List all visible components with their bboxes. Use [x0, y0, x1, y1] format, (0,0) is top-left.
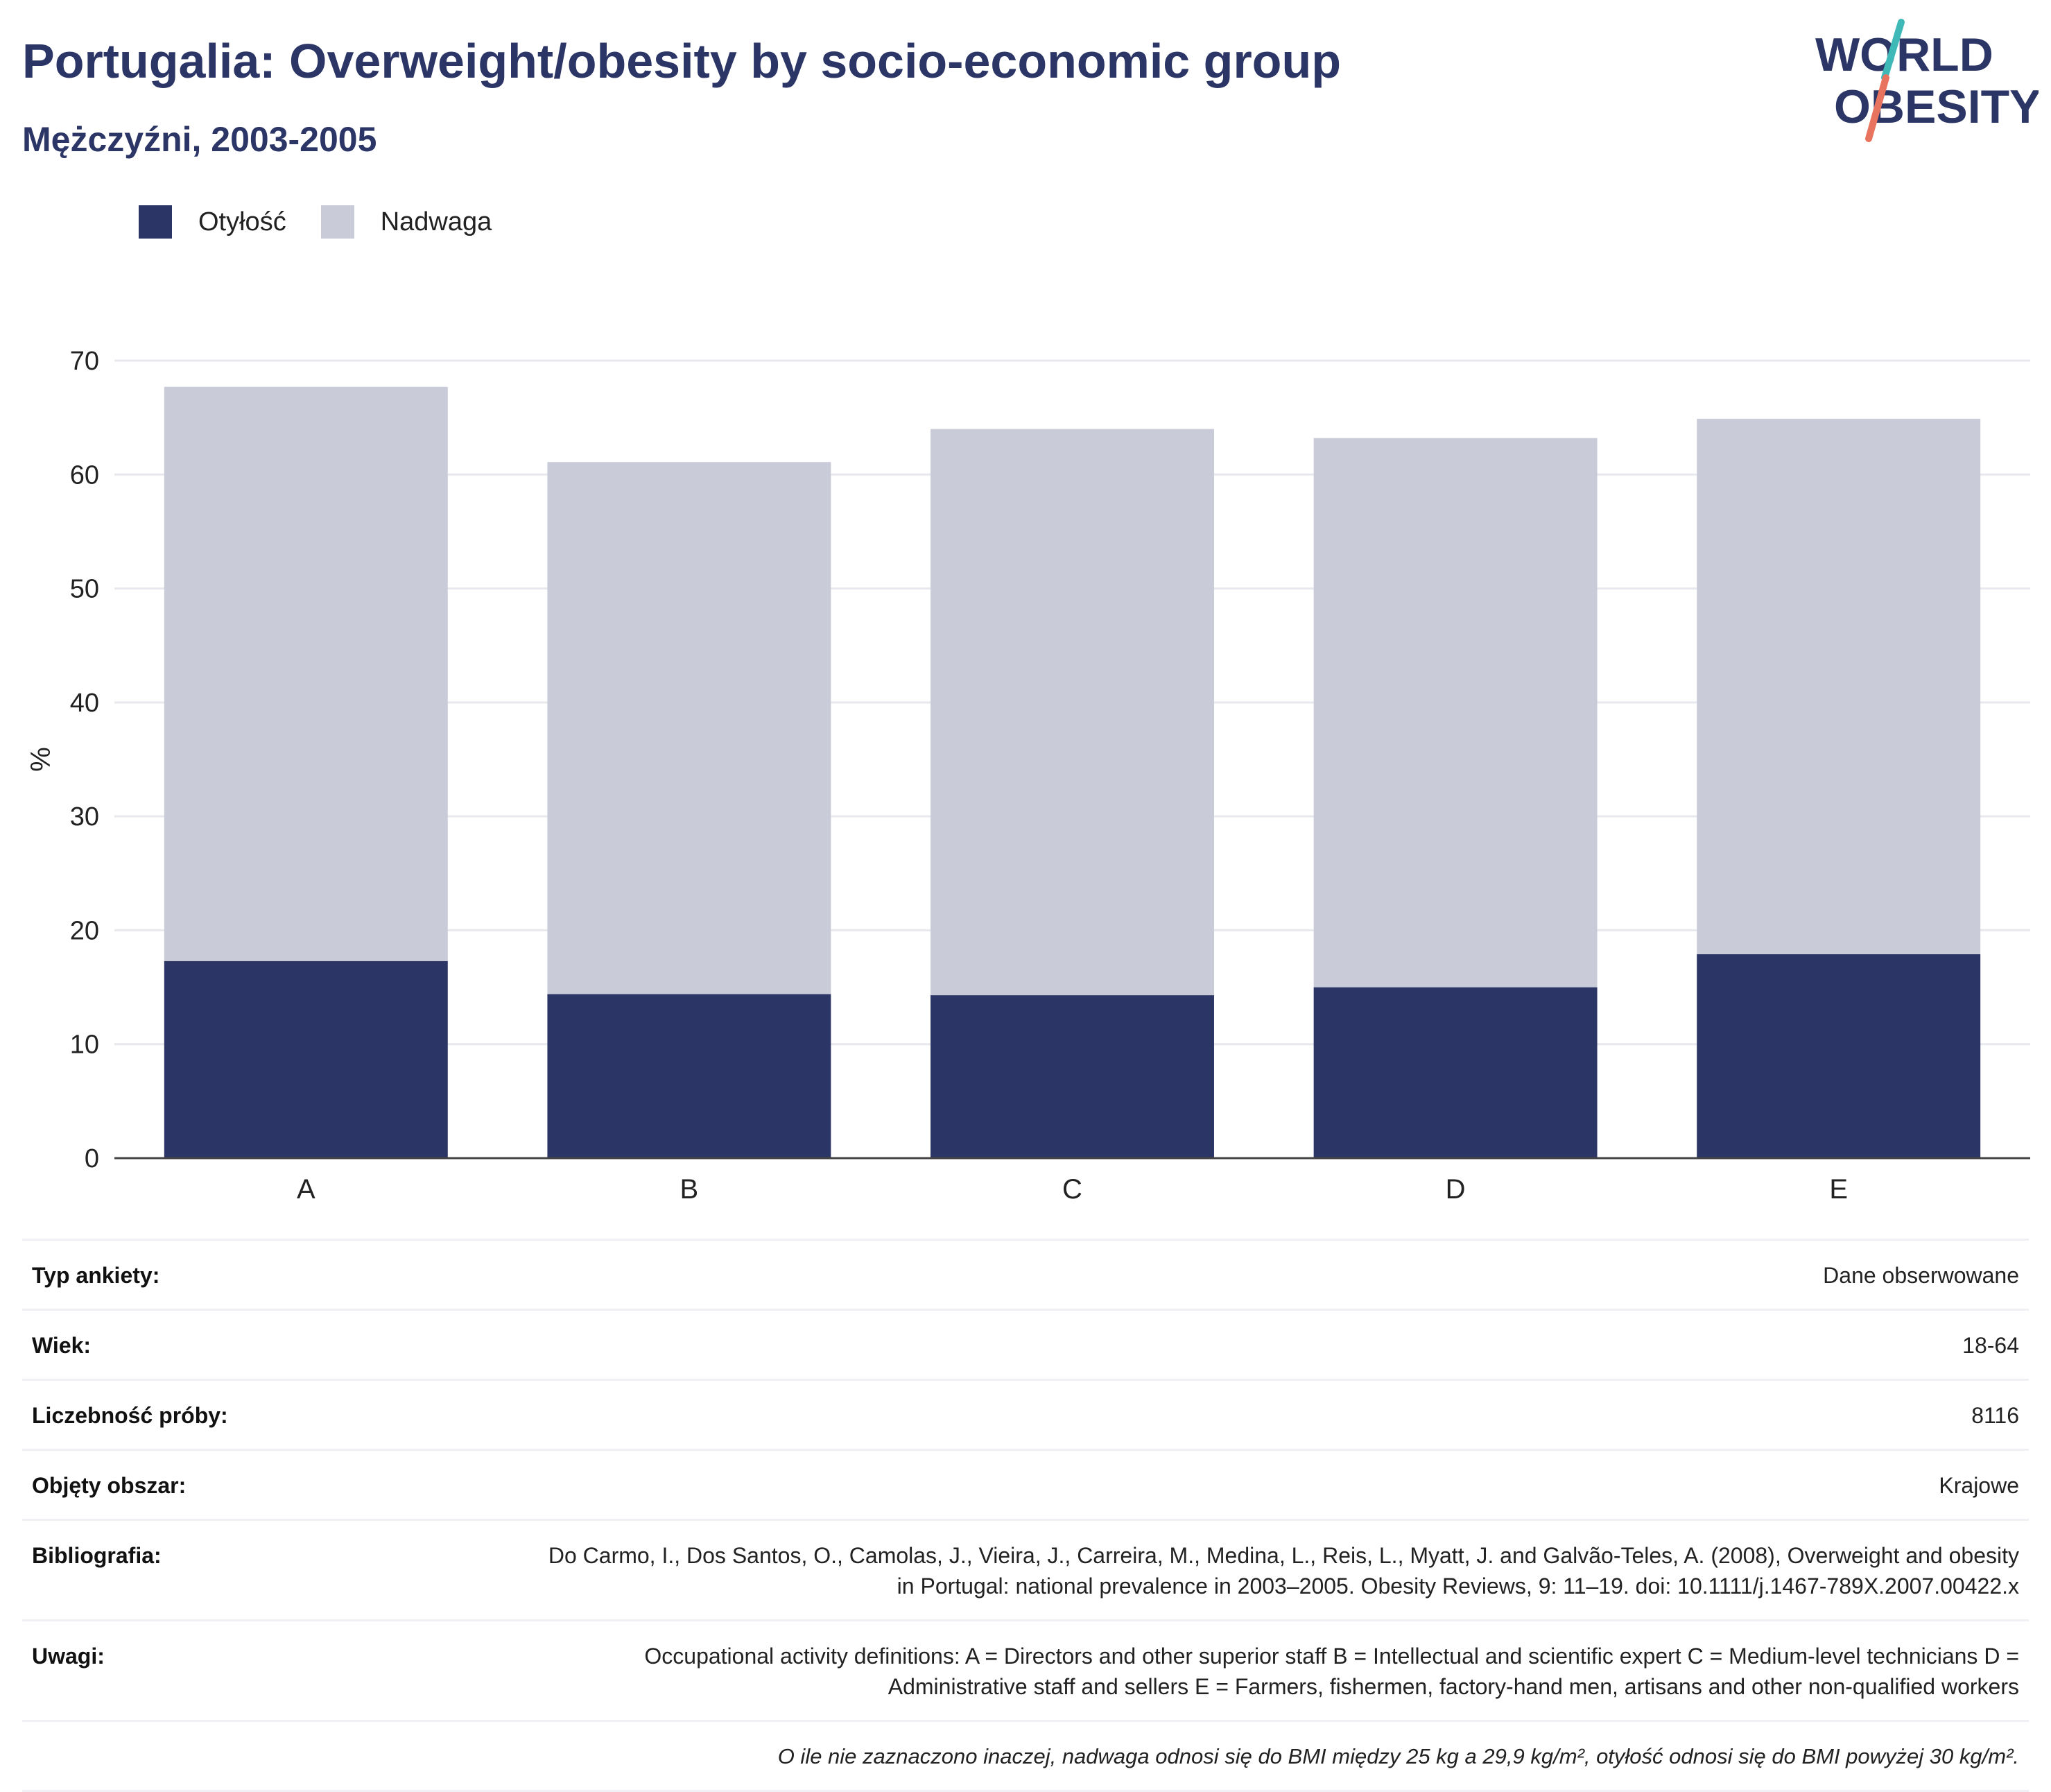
bar-overweight-b [547, 462, 831, 994]
info-row-bibliography: Bibliografia: Do Carmo, I., Dos Santos, … [22, 1521, 2029, 1621]
chart-title: Portugalia: Overweight/obesity by socio-… [22, 34, 1341, 88]
info-label: Bibliografia: [32, 1543, 162, 1568]
legend-swatch-overweight [320, 205, 354, 239]
legend-item-obesity[interactable]: Otyłość [139, 205, 286, 239]
info-row-age: Wiek: 18-64 [22, 1311, 2029, 1381]
y-tick-label: 60 [70, 460, 99, 490]
info-value: Krajowe [1939, 1473, 2019, 1498]
info-value: Dane obserwowane [1823, 1263, 2019, 1288]
y-tick-label: 0 [85, 1144, 99, 1173]
info-table: Typ ankiety: Dane obserwowane Wiek: 18-6… [22, 1239, 2029, 1792]
logo-word-obesity: OBESITY [1834, 80, 2039, 133]
x-tick-label: A [297, 1174, 315, 1200]
info-row-footnote: O ile nie zaznaczono inaczej, nadwaga od… [22, 1722, 2029, 1792]
bar-overweight-c [931, 429, 1214, 996]
info-label: Objęty obszar: [32, 1473, 187, 1498]
info-row-area: Objęty obszar: Krajowe [22, 1451, 2029, 1521]
info-label: Liczebność próby: [32, 1403, 228, 1428]
y-tick-label: 10 [70, 1031, 99, 1060]
x-tick-label: C [1062, 1174, 1082, 1200]
info-value: 8116 [1971, 1403, 2019, 1428]
info-value: 18-64 [1962, 1333, 2019, 1358]
info-row-survey-type: Typ ankiety: Dane obserwowane [22, 1241, 2029, 1311]
y-tick-label: 20 [70, 916, 99, 945]
legend-label-obesity: Otyłość [198, 207, 286, 236]
stacked-bar-chart: 0 10 20 30 40 50 60 70% A B C D E [26, 347, 2030, 1200]
bmi-footnote: O ile nie zaznaczono inaczej, nadwaga od… [777, 1744, 2019, 1768]
bar-obesity-a [164, 960, 448, 1158]
x-tick-label: B [680, 1174, 699, 1200]
bar-obesity-e [1697, 954, 1981, 1158]
x-tick-label: E [1829, 1174, 1848, 1200]
bar-overweight-a [164, 386, 448, 961]
world-obesity-logo: WORLD OBESITY [1815, 19, 2039, 142]
bar-overweight-e [1697, 418, 1981, 954]
bar-obesity-b [547, 994, 831, 1158]
info-label: Uwagi: [32, 1644, 105, 1669]
bar-overweight-d [1313, 438, 1598, 988]
chart-legend: Otyłość Nadwaga [139, 205, 526, 239]
info-label: Typ ankiety: [32, 1263, 160, 1288]
info-value: Do Carmo, I., Dos Santos, O., Camolas, J… [548, 1543, 2019, 1599]
x-tick-label: D [1446, 1174, 1466, 1200]
y-tick-label: 40 [70, 689, 99, 718]
y-axis-label: % [26, 747, 56, 772]
bar-obesity-d [1313, 987, 1598, 1158]
y-tick-label: 70 [70, 347, 99, 376]
legend-swatch-obesity [139, 205, 172, 239]
info-row-sample-size: Liczebność próby: 8116 [22, 1381, 2029, 1451]
legend-item-overweight[interactable]: Nadwaga [320, 205, 492, 239]
info-label: Wiek: [32, 1333, 92, 1358]
bar-obesity-c [931, 995, 1214, 1158]
logo-word-world: WORLD [1815, 28, 1993, 81]
legend-label-overweight: Nadwaga [380, 207, 492, 236]
info-value: Occupational activity definitions: A = D… [644, 1644, 2019, 1699]
info-row-notes: Uwagi: Occupational activity definitions… [22, 1621, 2029, 1722]
logo-slash-top [1881, 19, 1905, 81]
logo-slash-bottom [1865, 74, 1889, 142]
y-tick-label: 50 [70, 575, 99, 604]
y-tick-label: 30 [70, 802, 99, 832]
chart-subtitle: Mężczyźni, 2003-2005 [22, 120, 377, 159]
